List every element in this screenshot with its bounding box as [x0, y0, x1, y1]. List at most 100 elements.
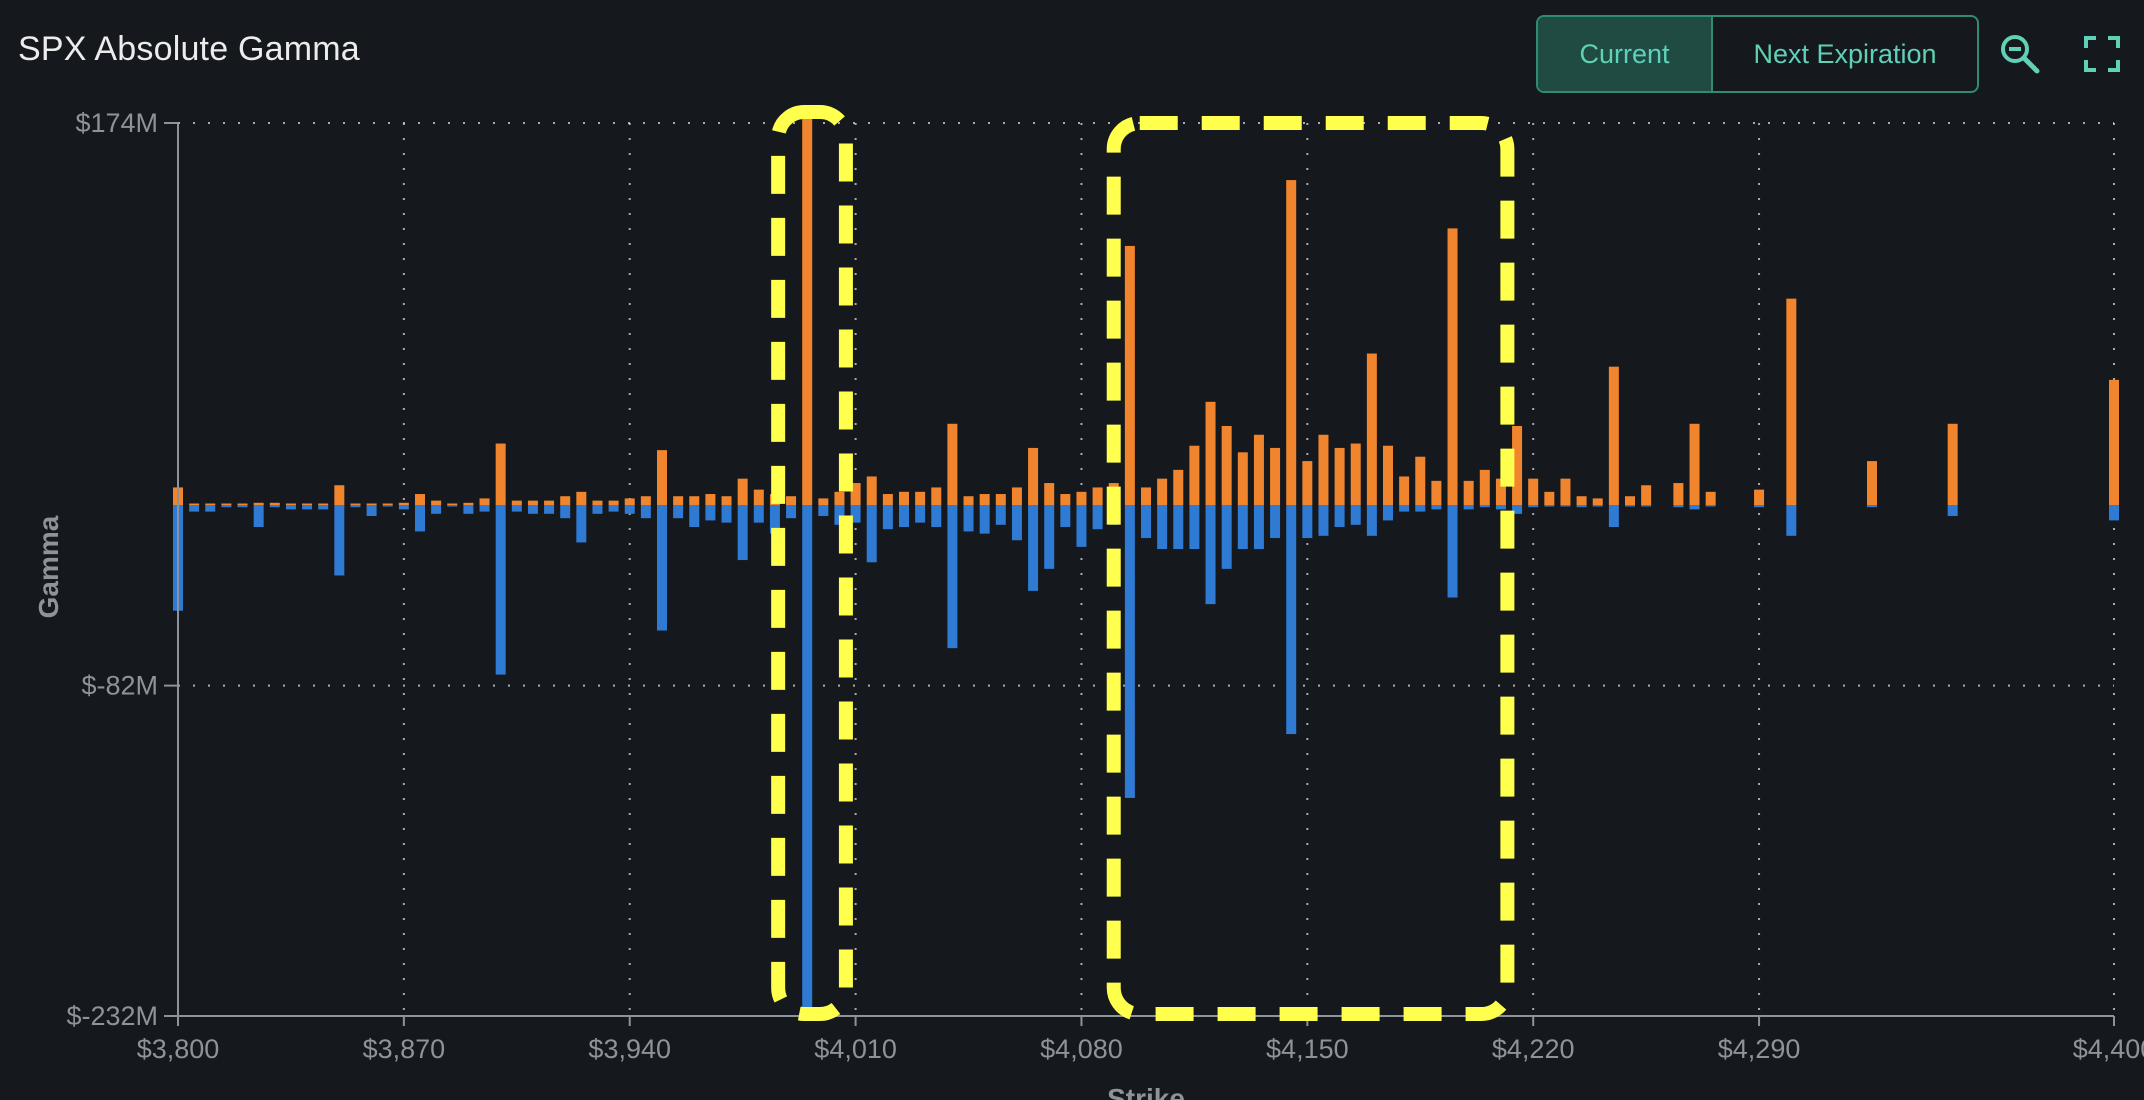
put-gamma-bar[interactable] [705, 505, 716, 521]
put-gamma-bar[interactable] [511, 505, 522, 512]
put-gamma-bar[interactable] [1221, 505, 1232, 569]
put-gamma-bar[interactable] [221, 505, 232, 508]
put-gamma-bar[interactable] [576, 505, 587, 543]
put-gamma-bar[interactable] [640, 505, 651, 519]
put-gamma-bar[interactable] [1028, 505, 1039, 591]
call-gamma-bar[interactable] [657, 450, 667, 505]
put-gamma-bar[interactable] [1237, 505, 1248, 550]
put-gamma-bar[interactable] [737, 505, 748, 561]
put-gamma-bar[interactable] [1318, 505, 1329, 536]
call-gamma-bar[interactable] [1673, 483, 1684, 505]
put-gamma-bar[interactable] [447, 505, 458, 507]
call-gamma-bar[interactable] [1415, 456, 1426, 505]
call-gamma-bar[interactable] [1463, 480, 1474, 505]
call-gamma-bar[interactable] [1947, 423, 1958, 505]
call-gamma-bar[interactable] [1350, 443, 1361, 505]
call-gamma-bar[interactable] [576, 491, 587, 505]
fullscreen-icon[interactable] [2080, 32, 2124, 76]
call-gamma-bar[interactable] [2109, 379, 2119, 505]
call-gamma-bar[interactable] [1157, 478, 1168, 505]
put-gamma-bar[interactable] [334, 505, 345, 576]
call-gamma-bar[interactable] [850, 483, 861, 505]
call-gamma-bar[interactable] [1399, 476, 1410, 505]
call-gamma-bar[interactable] [1592, 498, 1603, 505]
call-gamma-bar[interactable] [1528, 478, 1539, 505]
call-gamma-bar[interactable] [802, 118, 813, 505]
put-gamma-bar[interactable] [1447, 505, 1458, 598]
call-gamma-bar[interactable] [1092, 487, 1103, 505]
call-gamma-bar[interactable] [382, 503, 393, 506]
put-gamma-bar[interactable] [479, 505, 490, 512]
call-gamma-bar[interactable] [1028, 447, 1039, 505]
call-gamma-bar[interactable] [1124, 245, 1135, 505]
call-gamma-bar[interactable] [1625, 496, 1635, 505]
call-gamma-bar[interactable] [1334, 447, 1345, 505]
put-gamma-bar[interactable] [544, 505, 555, 514]
put-gamma-bar[interactable] [1124, 505, 1135, 798]
put-gamma-bar[interactable] [624, 505, 635, 514]
put-gamma-bar[interactable] [1608, 505, 1619, 528]
call-gamma-bar[interactable] [737, 478, 748, 505]
call-gamma-bar[interactable] [302, 503, 313, 506]
call-gamma-bar[interactable] [1189, 445, 1200, 505]
call-gamma-bar[interactable] [640, 496, 651, 505]
call-gamma-bar[interactable] [1253, 434, 1264, 505]
put-gamma-bar[interactable] [753, 505, 764, 523]
next-expiration-button[interactable]: Next Expiration [1753, 38, 1937, 69]
put-gamma-bar[interactable] [963, 505, 974, 532]
put-gamma-bar[interactable] [1157, 505, 1168, 550]
put-gamma-bar[interactable] [1092, 505, 1103, 530]
put-gamma-bar[interactable] [850, 505, 861, 523]
put-gamma-bar[interactable] [899, 505, 909, 528]
call-gamma-bar[interactable] [511, 500, 522, 505]
put-gamma-bar[interactable] [769, 505, 780, 534]
put-gamma-bar[interactable] [818, 505, 829, 517]
put-gamma-bar[interactable] [1011, 505, 1022, 541]
put-gamma-bar[interactable] [1528, 505, 1539, 508]
call-gamma-bar[interactable] [1512, 425, 1523, 505]
put-gamma-bar[interactable] [560, 505, 571, 519]
put-gamma-bar[interactable] [1415, 505, 1426, 512]
call-gamma-bar[interactable] [431, 500, 442, 505]
put-gamma-bar[interactable] [673, 505, 684, 519]
put-gamma-bar[interactable] [1141, 505, 1151, 539]
put-gamma-bar[interactable] [1076, 505, 1087, 547]
call-gamma-bar[interactable] [1705, 491, 1716, 505]
call-gamma-bar[interactable] [1044, 483, 1055, 505]
call-gamma-bar[interactable] [221, 503, 232, 506]
call-gamma-bar[interactable] [1237, 452, 1248, 505]
put-gamma-bar[interactable] [1253, 505, 1264, 550]
put-gamma-bar[interactable] [1399, 505, 1410, 512]
put-gamma-bar[interactable] [1431, 505, 1442, 510]
call-gamma-bar[interactable] [1447, 228, 1458, 505]
call-gamma-bar[interactable] [834, 491, 845, 505]
put-gamma-bar[interactable] [1625, 505, 1635, 507]
call-gamma-bar[interactable] [931, 487, 942, 505]
put-gamma-bar[interactable] [995, 505, 1006, 525]
call-gamma-bar[interactable] [479, 498, 490, 505]
call-gamma-bar[interactable] [527, 500, 538, 505]
call-gamma-bar[interactable] [1011, 487, 1022, 505]
call-gamma-bar[interactable] [1560, 478, 1571, 505]
put-gamma-bar[interactable] [1544, 505, 1555, 507]
call-gamma-bar[interactable] [189, 503, 200, 506]
call-gamma-bar[interactable] [334, 485, 345, 505]
call-gamma-bar[interactable] [269, 502, 280, 505]
call-gamma-bar[interactable] [705, 494, 716, 505]
put-gamma-bar[interactable] [866, 505, 877, 563]
call-gamma-bar[interactable] [1689, 423, 1700, 505]
put-gamma-bar[interactable] [253, 505, 264, 528]
put-gamma-bar[interactable] [463, 505, 474, 514]
zoom-out-icon[interactable] [1998, 32, 2042, 76]
call-gamma-bar[interactable] [1318, 434, 1329, 505]
call-gamma-bar[interactable] [1576, 496, 1587, 505]
put-gamma-bar[interactable] [1592, 505, 1603, 507]
call-gamma-bar[interactable] [1479, 469, 1490, 505]
call-gamma-bar[interactable] [253, 502, 264, 505]
put-gamma-bar[interactable] [1189, 505, 1200, 550]
call-gamma-bar[interactable] [1270, 447, 1281, 505]
put-gamma-bar[interactable] [979, 505, 990, 534]
call-gamma-bar[interactable] [350, 503, 361, 506]
put-gamma-bar[interactable] [657, 505, 667, 631]
call-gamma-bar[interactable] [1383, 445, 1393, 505]
